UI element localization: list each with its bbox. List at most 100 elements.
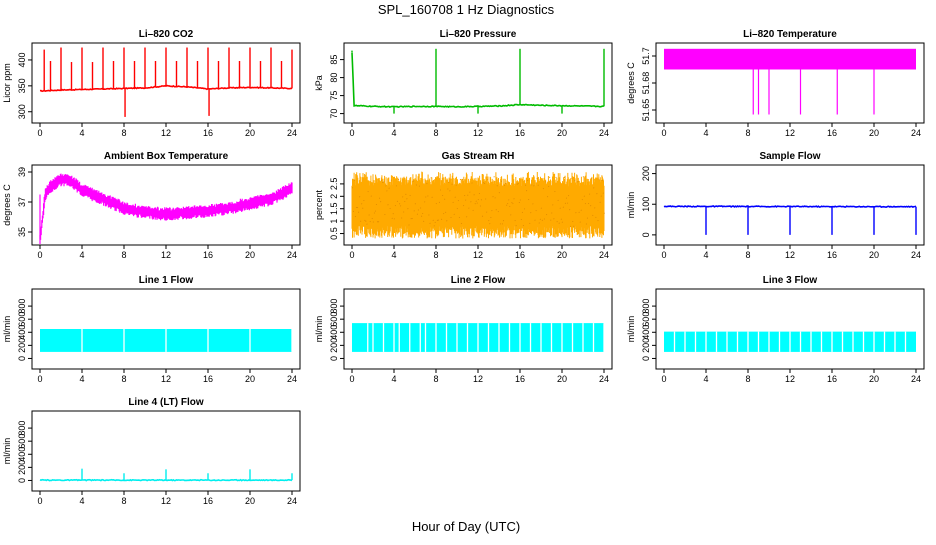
panel-title: Sample Flow xyxy=(759,151,820,162)
x-tick-label: 24 xyxy=(287,128,297,138)
y-axis-label: ml/min xyxy=(314,316,324,343)
y-tick-label: 0 xyxy=(17,478,27,483)
y-tick-label: 600 xyxy=(641,312,651,327)
y-tick-label: 70 xyxy=(329,109,339,119)
x-tick-label: 20 xyxy=(245,496,255,506)
x-tick-label: 0 xyxy=(37,250,42,260)
x-tick-label: 12 xyxy=(161,374,171,384)
x-tick-label: 8 xyxy=(745,374,750,384)
x-tick-label: 8 xyxy=(433,128,438,138)
panel-title: Line 2 Flow xyxy=(451,275,506,286)
y-tick-label: 85 xyxy=(329,55,339,65)
x-tick-label: 0 xyxy=(349,250,354,260)
panel-title: Li–820 Pressure xyxy=(440,29,517,40)
x-tick-label: 12 xyxy=(473,250,483,260)
panel-9: Line 3 Flow ml/min 0 4 8 12 16 20 24 0 20040060080… xyxy=(626,275,925,384)
y-tick-label: 600 xyxy=(17,434,27,449)
y-tick-label: 600 xyxy=(17,312,27,327)
x-tick-label: 16 xyxy=(827,128,837,138)
x-tick-label: 0 xyxy=(661,250,666,260)
panel-title: Gas Stream RH xyxy=(442,151,515,162)
x-tick-label: 20 xyxy=(245,128,255,138)
y-tick-label: 0 xyxy=(641,356,651,361)
x-tick-label: 24 xyxy=(599,250,609,260)
panel-8: Line 2 Flow ml/min 0 4 8 12 16 20 24 0 20040060080… xyxy=(314,275,613,384)
x-tick-label: 4 xyxy=(79,128,84,138)
x-tick-label: 16 xyxy=(515,374,525,384)
y-axis-label: ml/min xyxy=(2,438,12,465)
x-tick-label: 12 xyxy=(785,128,795,138)
x-tick-label: 20 xyxy=(245,374,255,384)
x-tick-label: 4 xyxy=(703,374,708,384)
y-tick-label: 400 xyxy=(17,447,27,462)
y-axis-label: degrees C xyxy=(626,62,636,104)
x-tick-label: 24 xyxy=(599,374,609,384)
y-axis-label: Licor ppm xyxy=(2,63,12,103)
y-tick-label: 2.5 xyxy=(329,178,339,191)
panel-5: Gas Stream RH percent 0 4 8 12 16 20 24 0.5 1 1.5 2 2… xyxy=(314,151,613,260)
panel-title: Line 1 Flow xyxy=(139,275,194,286)
x-tick-label: 24 xyxy=(911,128,921,138)
x-tick-label: 16 xyxy=(203,128,213,138)
figure-xlabel: Hour of Day (UTC) xyxy=(412,519,520,534)
y-tick-label: 800 xyxy=(329,299,339,314)
x-tick-label: 24 xyxy=(911,250,921,260)
y-tick-label: 600 xyxy=(329,312,339,327)
y-tick-label: 350 xyxy=(17,78,27,93)
y-tick-label: 51.65 xyxy=(641,99,651,122)
y-tick-label: 0 xyxy=(641,232,651,237)
x-tick-label: 0 xyxy=(661,128,666,138)
x-tick-label: 12 xyxy=(473,374,483,384)
panel-title: Li–820 CO2 xyxy=(139,29,194,40)
y-tick-label: 51.68 xyxy=(641,72,651,95)
y-tick-label: 800 xyxy=(17,421,27,436)
x-tick-label: 8 xyxy=(121,374,126,384)
panel-title: Line 3 Flow xyxy=(763,275,818,286)
series-line xyxy=(351,52,605,108)
y-tick-label: 300 xyxy=(17,104,27,119)
y-tick-label: 35 xyxy=(17,227,27,237)
x-tick-label: 0 xyxy=(37,374,42,384)
x-tick-label: 20 xyxy=(557,250,567,260)
x-tick-label: 12 xyxy=(161,496,171,506)
y-tick-label: 800 xyxy=(17,299,27,314)
y-axis-label: percent xyxy=(314,189,324,220)
series-line xyxy=(39,84,293,93)
panel-2: Li–820 Pressure kPa 0 4 8 12 16 20 24 70 75 80 85 xyxy=(314,29,613,138)
y-tick-label: 75 xyxy=(329,91,339,101)
x-tick-label: 24 xyxy=(911,374,921,384)
x-tick-label: 20 xyxy=(869,374,879,384)
x-tick-label: 16 xyxy=(515,250,525,260)
x-tick-label: 4 xyxy=(703,250,708,260)
panel-title: Ambient Box Temperature xyxy=(104,151,229,162)
x-tick-label: 8 xyxy=(121,496,126,506)
x-tick-label: 24 xyxy=(287,250,297,260)
y-tick-label: 200 xyxy=(641,338,651,353)
y-tick-label: 0 xyxy=(329,356,339,361)
panel-3: Li–820 Temperature degrees C 0 4 8 12 16 20 24 51… xyxy=(626,29,925,138)
series-band xyxy=(39,173,293,244)
y-tick-label: 200 xyxy=(641,166,651,181)
x-tick-label: 12 xyxy=(785,250,795,260)
y-tick-label: 2 xyxy=(329,194,339,199)
x-tick-label: 16 xyxy=(827,250,837,260)
x-tick-label: 24 xyxy=(599,128,609,138)
x-tick-label: 16 xyxy=(203,374,213,384)
x-tick-label: 20 xyxy=(869,250,879,260)
x-tick-label: 12 xyxy=(785,374,795,384)
y-tick-label: 80 xyxy=(329,73,339,83)
x-tick-label: 4 xyxy=(703,128,708,138)
series-band xyxy=(351,171,605,239)
y-tick-label: 200 xyxy=(17,338,27,353)
x-tick-label: 16 xyxy=(203,496,213,506)
x-tick-label: 8 xyxy=(121,250,126,260)
x-tick-label: 4 xyxy=(79,496,84,506)
x-tick-label: 12 xyxy=(473,128,483,138)
plot-frame xyxy=(655,288,925,370)
y-tick-label: 37 xyxy=(17,197,27,207)
y-tick-label: 39 xyxy=(17,167,27,177)
y-axis-label: ml/min xyxy=(2,316,12,343)
x-tick-label: 24 xyxy=(287,496,297,506)
